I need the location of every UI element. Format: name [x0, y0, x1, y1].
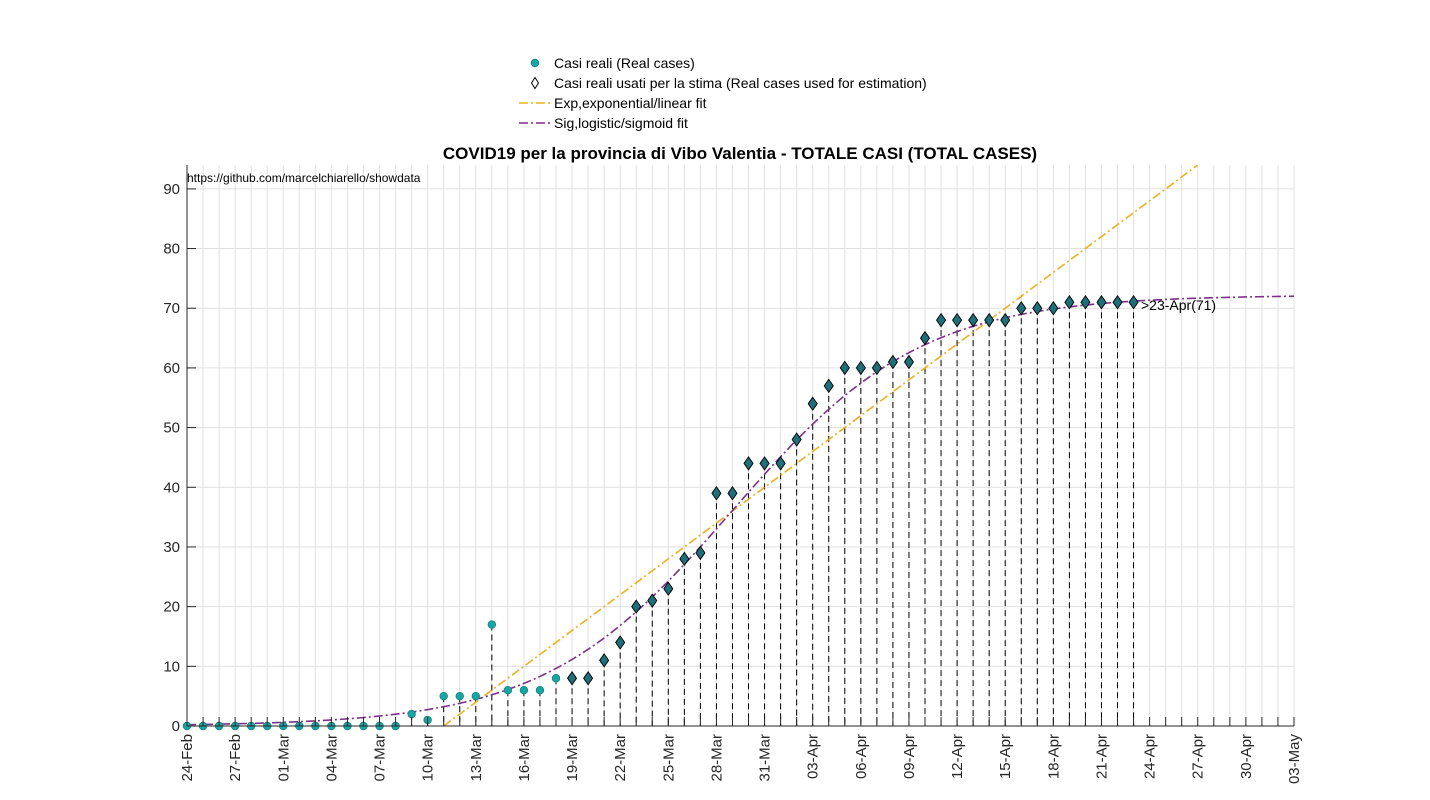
x-tick-label: 31-Mar [757, 734, 774, 782]
estimation-point [1032, 300, 1043, 316]
real-case-point [551, 674, 561, 683]
estimation-point [855, 360, 866, 376]
x-tick-label: 28-Mar [708, 734, 725, 782]
estimation-point [935, 312, 947, 328]
x-tick-label: 27-Feb [227, 734, 244, 782]
y-tick-label: 0 [172, 718, 180, 735]
estimation-point [968, 312, 979, 328]
estimation-point [839, 360, 850, 376]
x-tick-label: 06-Apr [853, 734, 870, 779]
x-tick-label: 15-Apr [997, 734, 1014, 779]
x-tick-label: 24-Feb [179, 734, 196, 782]
estimation-point [807, 396, 818, 412]
x-tick-label: 03-May [1286, 734, 1303, 785]
real-case-point [519, 685, 529, 695]
estimation-point [887, 354, 898, 370]
estimation-point [871, 360, 882, 376]
estimation-point [919, 330, 931, 346]
x-tick-labels: 24-Feb 27-Feb 01-Mar 04-Mar 07-Mar 10-Mar 13-M… [179, 734, 1303, 785]
y-tick-label: 30 [163, 539, 180, 556]
x-tick-label: 01-Mar [275, 734, 292, 782]
y-tick-label: 60 [163, 360, 180, 377]
estimation-point [711, 485, 722, 501]
real-case-point [439, 691, 448, 701]
real-case-point [535, 685, 545, 695]
y-tick-label: 50 [163, 420, 180, 437]
estimation-point [823, 378, 834, 394]
estimation-point [1112, 294, 1123, 310]
stems [411, 302, 1135, 726]
estimation-point [759, 456, 770, 471]
estimation-point [599, 653, 610, 668]
estimation-point [1128, 294, 1139, 310]
real-case-point [503, 685, 513, 695]
plot-area [187, 165, 1294, 726]
x-tick-label: 07-Mar [372, 734, 389, 782]
axes [186, 165, 1295, 727]
x-tick-label: 18-Apr [1045, 734, 1062, 779]
estimation-point [663, 581, 674, 597]
estimation-point [1000, 312, 1011, 328]
last-point-annotation: >23-Apr(71) [1141, 297, 1216, 313]
x-tick-label: 09-Apr [901, 734, 918, 779]
estimation-point [791, 432, 802, 447]
estimation-point [615, 635, 626, 650]
y-tick-labels: 0 10 20 30 40 50 60 70 80 90 [163, 181, 180, 735]
x-tick-label: 24-Apr [1142, 734, 1159, 779]
sig-fit-line [187, 295, 1294, 726]
x-tick-label: 13-Mar [468, 734, 485, 782]
y-tick-label: 10 [163, 658, 180, 675]
real-case-point [455, 691, 464, 701]
legend-label: Casi reali (Real cases) [554, 55, 695, 71]
real-case-point [487, 620, 497, 629]
y-tick-label: 40 [163, 479, 180, 496]
estimation-point [743, 456, 754, 471]
legend-marker-real [530, 58, 540, 68]
estimation-point [727, 485, 738, 501]
estimation-point [1016, 300, 1027, 316]
x-tick-label: 04-Mar [323, 734, 340, 782]
estimation-point [775, 456, 786, 471]
estimation-point [903, 354, 915, 370]
x-tick-label: 10-Mar [420, 734, 437, 782]
estimation-point [583, 670, 594, 686]
x-tick-label: 12-Apr [949, 734, 966, 779]
x-tick-label: 16-Mar [516, 734, 533, 782]
y-tick-label: 80 [163, 241, 180, 258]
y-tick-label: 90 [163, 181, 180, 198]
real-case-point [407, 709, 416, 719]
real-case-point [471, 691, 480, 701]
legend-label: Sig,logistic/sigmoid fit [554, 115, 688, 131]
legend-label: Exp,exponential/linear fit [554, 95, 707, 111]
fit-lines [187, 165, 1294, 726]
x-tick-label: 03-Apr [805, 734, 822, 779]
legend: Casi reali (Real cases) Casi reali usati … [519, 55, 927, 131]
x-tick-label: 21-Apr [1093, 734, 1110, 779]
estimation-point [952, 312, 963, 328]
estimation-point [984, 312, 995, 328]
x-tick-label: 19-Mar [564, 734, 581, 782]
y-tick-label: 20 [163, 599, 180, 616]
exp-fit-line [443, 165, 1199, 726]
estimation-point [1096, 294, 1107, 310]
estimation-point [1080, 294, 1091, 310]
x-tick-label: 25-Mar [660, 734, 677, 782]
legend-label: Casi reali usati per la stima (Real case… [554, 75, 927, 91]
estimation-point [631, 599, 642, 614]
x-tick-label: 27-Apr [1190, 734, 1207, 779]
estimation-point [566, 670, 578, 686]
source-note: https://github.com/marcelchiarello/showd… [187, 171, 421, 185]
estimation-point [1064, 294, 1075, 310]
x-tick-label: 30-Apr [1238, 734, 1255, 779]
legend-marker-estimation [530, 76, 540, 90]
estimation-point [679, 551, 690, 567]
estimation-point [647, 593, 658, 608]
x-tick-label: 22-Mar [612, 734, 629, 782]
estimation-point [695, 545, 706, 561]
chart-title: COVID19 per la provincia di Vibo Valenti… [443, 144, 1037, 163]
estimation-point [1048, 300, 1059, 316]
y-tick-label: 70 [163, 300, 180, 317]
